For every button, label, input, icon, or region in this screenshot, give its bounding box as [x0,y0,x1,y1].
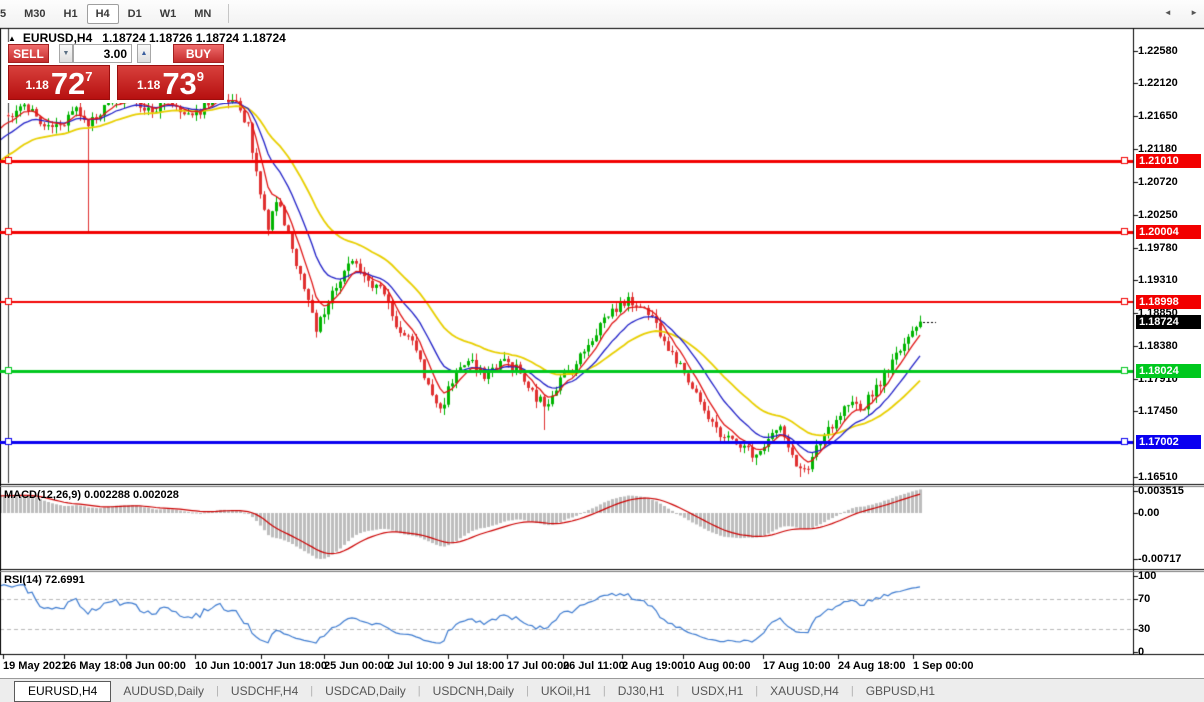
time-tick-label: 2 Jul 10:00 [388,660,445,672]
price-tick-label: 1.21650 [1138,110,1178,123]
time-tick-label: 1 Sep 00:00 [913,660,974,672]
price-tick-label: 1.18380 [1138,339,1178,352]
timeframe-button-h1[interactable]: H1 [63,7,78,20]
chart-tab-usdcnh[interactable]: USDCNH,Daily [432,684,514,698]
chart-tab-bar: EURUSD,H4 AUDUSD,Daily | USDCHF,H4 | USDCAD,D… [0,678,1204,702]
chart-ohlc-values: 1.18724 1.18726 1.18724 1.18724 [102,31,286,45]
chart-tab-usdchf[interactable]: USDCHF,H4 [230,684,299,698]
time-tick-label: 24 Aug 18:00 [838,660,906,672]
price-tick-label: 1.19310 [1138,274,1178,287]
time-tick-label: 26 Jul 11:00 [563,660,625,672]
timeframe-button-5[interactable]: 5 [0,7,7,20]
chart-tab-ukoil[interactable]: UKOil,H1 [540,684,591,698]
hline-price-label: 1.18024 [1136,363,1201,378]
price-tick-label: 1.21180 [1138,143,1178,156]
volume-input[interactable] [73,44,132,63]
tab-separator: | [526,685,529,697]
price-tick-label: 1.22580 [1138,45,1178,57]
price-tick-label: 1.17450 [1138,405,1178,418]
tab-scroll-left-icon[interactable]: ◄ [1163,8,1172,17]
chart-tab-eurusd[interactable]: EURUSD,H4 [14,680,112,702]
hline-price-label: 1.18998 [1136,295,1201,310]
macd-axis-label: 0.003515 [1138,485,1184,497]
tab-scroll-arrows: ◄ ► [1148,8,1198,17]
time-tick-label: 3 Jun 00:00 [126,660,186,672]
hline-price-label: 1.20004 [1136,224,1201,239]
sell-price-big-digits: 72 [50,66,86,101]
chart-tab-gbpusd[interactable]: GBPUSD,H1 [865,684,936,698]
tab-separator: | [850,685,854,697]
macd-axis-label: 0.00 [1138,507,1160,519]
time-tick-label: 19 May 2021 [3,660,68,672]
price-tick-label: 1.20250 [1138,208,1178,221]
timeframe-button-mn[interactable]: MN [194,7,212,20]
buy-price-prefix: 1.18 [136,78,161,92]
time-tick-label: 10 Jun 10:00 [195,660,262,672]
rsi-axis-label: 0 [1138,646,1145,658]
current-price-label: 1.18724 [1136,314,1201,329]
rsi-axis-label: 70 [1138,593,1151,605]
tab-separator: | [602,685,606,697]
timeframe-button-h4[interactable]: H4 [86,3,119,24]
sell-price-pip-digit: 7 [85,69,93,84]
price-tick-label: 1.20720 [1138,175,1178,188]
hline-price-label: 1.17002 [1136,435,1201,450]
rsi-axis-label: 100 [1138,570,1157,582]
rsi-axis-label: 30 [1138,623,1151,635]
chart-tab-usdx[interactable]: USDX,H1 [691,684,744,698]
hline-price-label: 1.21010 [1136,154,1201,169]
time-tick-label: 26 May 18:00 [64,660,132,672]
buy-button[interactable]: BUY [173,44,224,63]
toolbar-separator [228,4,230,23]
sell-button[interactable]: SELL [8,44,49,63]
chart-title: ▲ EURUSD,H4 1.18724 1.18726 1.18724 1.18… [8,31,286,45]
buy-price-pip-digit: 9 [196,69,205,84]
rsi-indicator-label: RSI(14) 72.6991 [4,574,85,586]
volume-increase-button[interactable]: ▲ [137,44,151,63]
volume-decrease-button[interactable]: ▼ [59,44,73,63]
price-tick-label: 1.19780 [1138,241,1178,254]
time-tick-label: 17 Jun 18:00 [261,660,328,672]
time-tick-label: 9 Jul 18:00 [448,660,505,672]
sell-price-button[interactable]: 1.18 72 7 [8,65,110,100]
price-tick-label: 1.16510 [1138,471,1178,483]
time-tick-label: 25 Jun 00:00 [324,660,391,672]
buy-price-big-digits: 73 [162,66,197,101]
sell-price-prefix: 1.18 [25,78,49,92]
chart-symbol-label: EURUSD,H4 [22,31,93,45]
tab-separator: | [216,685,219,697]
timeframe-button-d1[interactable]: D1 [127,7,142,20]
panel-collapse-arrow-icon[interactable]: ▲ [8,33,16,43]
chart-tab-dj30[interactable]: DJ30,H1 [617,684,665,698]
tab-scroll-right-icon[interactable]: ► [1190,8,1198,17]
tab-separator: | [310,685,314,697]
time-tick-label: 10 Aug 00:00 [683,660,751,672]
macd-axis-label: -0.00717 [1138,553,1182,565]
timeframe-button-m30[interactable]: M30 [24,7,46,20]
macd-indicator-label: MACD(12,26,9) 0.002288 0.002028 [4,489,179,501]
chart-tab-xauusd[interactable]: XAUUSD,H4 [770,684,839,698]
tab-separator: | [417,685,421,697]
chart-tab-usdcad[interactable]: USDCAD,Daily [325,684,406,698]
time-tick-label: 17 Jul 00:00 [507,660,570,672]
price-tick-label: 1.22120 [1138,77,1178,90]
timeframe-button-w1[interactable]: W1 [159,7,177,20]
tab-separator: | [676,685,680,697]
buy-price-button[interactable]: 1.18 73 9 [117,65,224,100]
tab-separator: | [755,685,759,697]
time-tick-label: 2 Aug 19:00 [622,660,684,672]
chart-tab-audusd[interactable]: AUDUSD,Daily [123,684,205,698]
timeframe-toolbar: 5 M30 H1 H4 D1 W1 MN [0,0,1204,28]
time-tick-label: 17 Aug 10:00 [763,660,831,672]
